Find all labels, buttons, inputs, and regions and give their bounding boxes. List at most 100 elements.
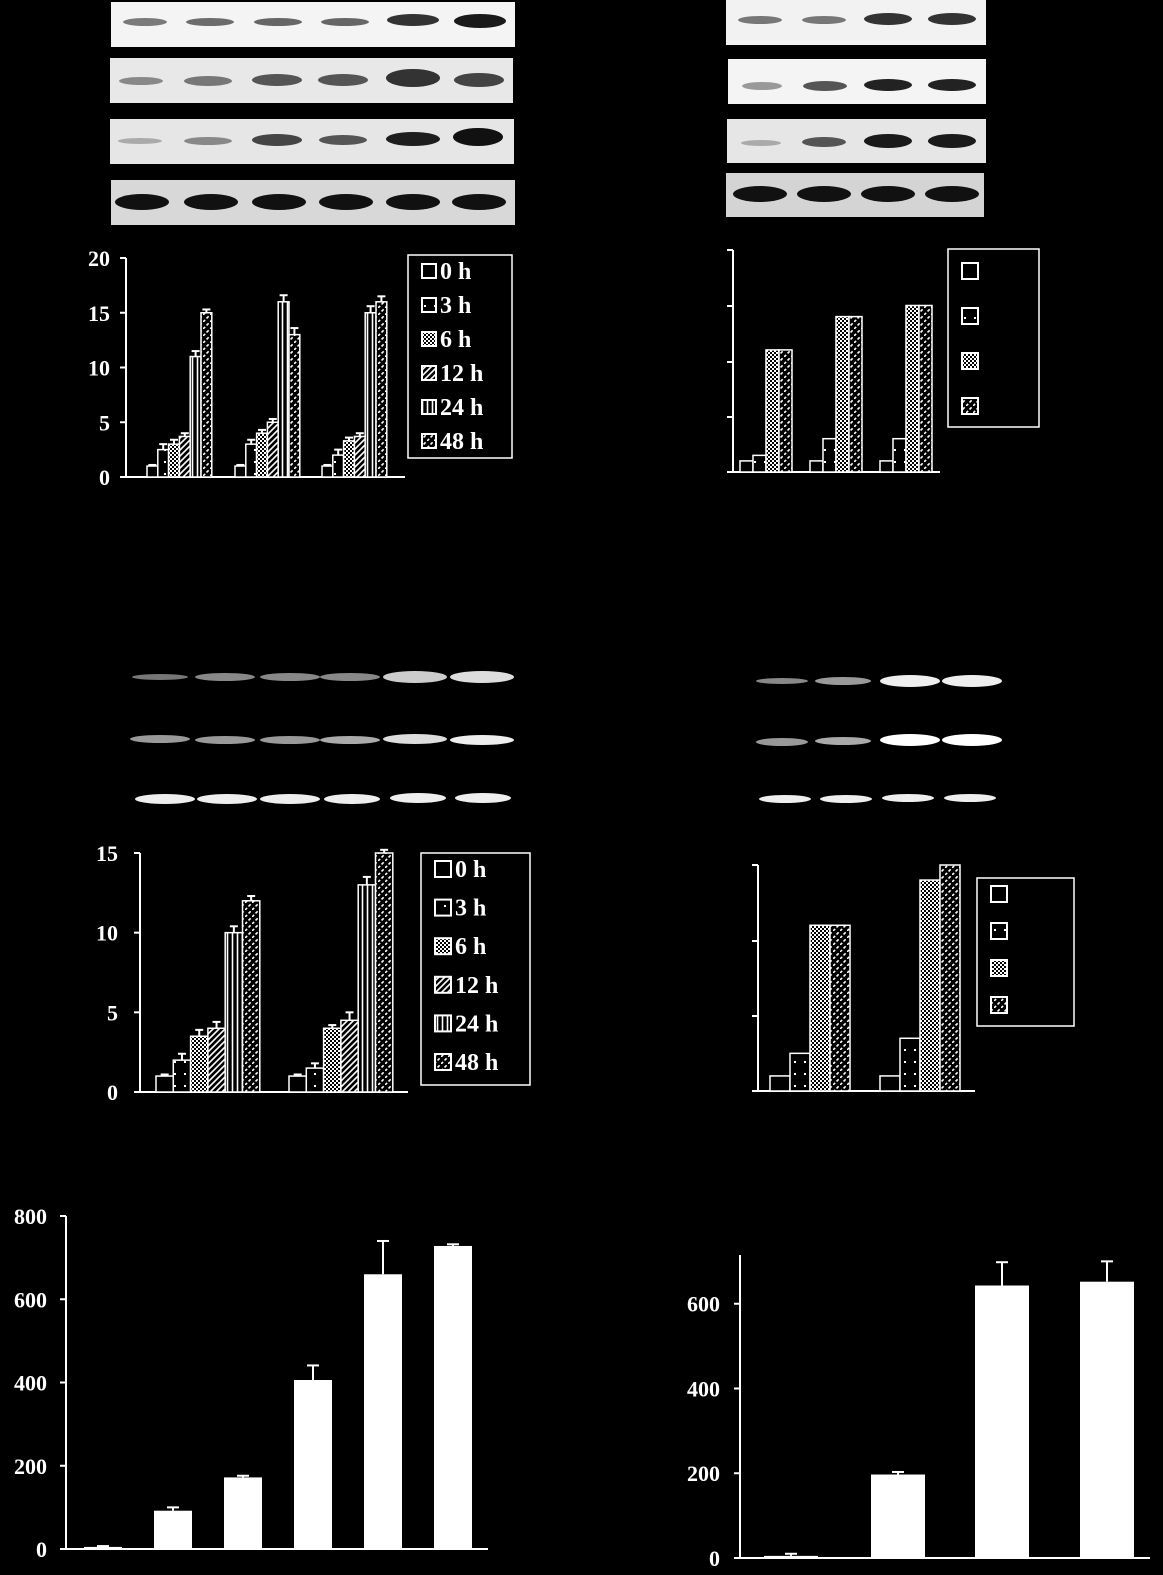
legend-swatch	[434, 975, 452, 994]
bar	[294, 1380, 332, 1549]
legend-swatch	[961, 397, 979, 415]
gel-strip	[759, 794, 996, 803]
y-tick-label: 10	[88, 356, 110, 381]
legend	[976, 877, 1075, 1027]
y-tick-label: 0	[36, 1537, 47, 1562]
legend-swatch	[421, 263, 437, 279]
bar	[848, 315, 863, 473]
gel-strip	[756, 734, 1002, 746]
bar	[189, 355, 202, 478]
bar	[357, 884, 377, 1093]
bar	[167, 443, 181, 478]
bar	[374, 852, 394, 1093]
bar	[266, 421, 279, 478]
bar	[321, 465, 334, 478]
bar	[241, 900, 261, 1093]
legend-swatch	[990, 959, 1008, 977]
bar	[342, 440, 356, 478]
legend-swatch	[961, 262, 979, 280]
bar	[769, 1075, 791, 1092]
legend	[947, 248, 1040, 428]
legend-swatch	[421, 297, 437, 313]
bar	[234, 465, 247, 478]
bar	[364, 312, 377, 478]
gel-strip	[756, 675, 1002, 687]
bar	[178, 435, 191, 478]
legend-swatch	[990, 922, 1008, 940]
y-tick-label: 15	[96, 841, 118, 866]
bar	[765, 349, 780, 473]
chart-E: 0 200 400 600 800	[14, 1204, 488, 1562]
chart-F: 0 200 400 600	[687, 1255, 1150, 1571]
legend-swatch	[421, 365, 437, 381]
bar	[975, 1285, 1029, 1558]
gel-strip	[111, 180, 515, 225]
legend-swatch	[434, 937, 452, 956]
bar	[1080, 1281, 1134, 1558]
bar	[322, 1027, 342, 1093]
y-tick-label: 10	[96, 921, 118, 946]
charts-layer: 0 5 10 15 20 0 h 3 h 6 h 12 h 24 h 48 h 0 5 10 15 0 h 3 …	[14, 246, 1150, 1571]
chart-B	[727, 248, 1040, 473]
legend-label: 3 h	[455, 896, 486, 922]
bar	[332, 454, 345, 478]
gel-strip	[727, 119, 986, 163]
bar	[340, 1019, 359, 1093]
chart-C: 0 5 10 15 0 h 3 h 6 h 12 h 24 h 48 h	[96, 841, 531, 1105]
bar	[155, 1075, 175, 1093]
y-tick-label: 200	[687, 1461, 720, 1486]
y-tick-label: 800	[14, 1204, 47, 1229]
chart-D	[752, 864, 1075, 1092]
dark-gel-panel-right	[756, 675, 1002, 803]
legend-label: 48 h	[440, 429, 483, 455]
bar	[879, 1075, 901, 1092]
legend-label: 12 h	[455, 973, 498, 999]
legend-label: 6 h	[440, 327, 471, 353]
bar	[871, 1474, 925, 1558]
legend-swatch	[434, 898, 452, 917]
legend-swatch	[434, 1014, 452, 1033]
gel-panel-top-right	[726, 0, 986, 217]
bar	[789, 1052, 811, 1092]
bar	[739, 460, 754, 473]
legend-box	[420, 852, 531, 1086]
legend: 0 h 3 h 6 h 12 h 24 h 48 h	[407, 254, 513, 459]
legend-label: 12 h	[440, 361, 483, 387]
y-tick-label: 15	[88, 301, 110, 326]
legend-label: 3 h	[440, 293, 471, 319]
dark-gel-panel-left	[130, 671, 514, 804]
y-tick-label: 0	[709, 1546, 720, 1571]
bar	[434, 1245, 472, 1549]
legend-swatch	[421, 433, 437, 449]
y-tick-label: 400	[14, 1371, 47, 1396]
gel-strip	[132, 671, 514, 683]
bar	[305, 1067, 325, 1093]
bar	[146, 465, 159, 478]
bar	[172, 1059, 192, 1093]
y-tick-label: 200	[14, 1454, 47, 1479]
legend-label: 0 h	[455, 857, 486, 883]
bar	[255, 432, 269, 478]
bar	[189, 1035, 209, 1093]
legend-swatch	[434, 1053, 452, 1071]
bar	[288, 1075, 308, 1093]
legend-label: 6 h	[455, 934, 486, 960]
y-tick-label: 0	[99, 465, 110, 490]
bar	[899, 1037, 921, 1092]
y-tick-label: 600	[14, 1287, 47, 1312]
legend-swatch	[990, 885, 1008, 903]
gel-strip	[110, 58, 513, 103]
legend-swatch	[421, 399, 437, 415]
gel-strip	[111, 2, 515, 47]
gel-strip	[135, 793, 511, 804]
legend: 0 h 3 h 6 h 12 h 24 h 48 h	[420, 852, 531, 1086]
bar	[918, 304, 933, 473]
bar	[809, 924, 831, 1092]
bar	[822, 437, 837, 473]
bar	[829, 924, 851, 1092]
legend-label: 24 h	[440, 395, 483, 421]
legend-box	[407, 254, 513, 459]
bar	[364, 1274, 402, 1549]
bar	[778, 349, 793, 473]
bar	[835, 315, 850, 473]
